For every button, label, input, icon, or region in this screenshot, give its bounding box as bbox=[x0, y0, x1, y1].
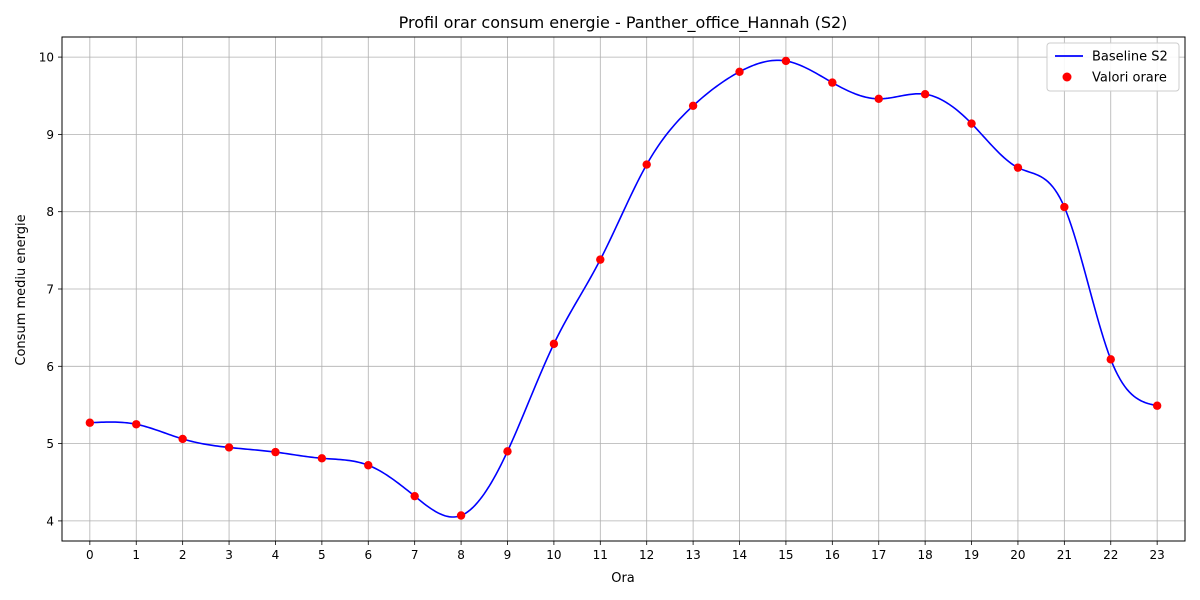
x-tick-label: 8 bbox=[457, 548, 465, 562]
x-tick-label: 2 bbox=[179, 548, 187, 562]
x-tick-label: 16 bbox=[825, 548, 840, 562]
series-layer bbox=[85, 56, 1162, 520]
data-point bbox=[874, 94, 883, 104]
data-point bbox=[317, 454, 327, 463]
x-tick-label: 10 bbox=[546, 548, 561, 562]
y-tick-label: 9 bbox=[46, 128, 54, 142]
data-point bbox=[224, 443, 234, 452]
y-tick-label: 10 bbox=[39, 51, 54, 65]
data-point bbox=[828, 78, 837, 87]
data-point bbox=[1106, 355, 1115, 364]
data-point bbox=[781, 56, 791, 66]
chart-title: Profil orar consum energie - Panther_off… bbox=[399, 13, 848, 33]
data-point bbox=[1152, 401, 1162, 410]
data-point bbox=[1013, 163, 1023, 172]
data-point bbox=[920, 90, 930, 99]
data-point bbox=[596, 255, 605, 264]
legend-label-points: Valori orare bbox=[1092, 71, 1167, 86]
legend-box bbox=[1046, 42, 1180, 92]
x-tick-label: 21 bbox=[1057, 548, 1072, 562]
x-tick-label: 18 bbox=[917, 548, 932, 562]
x-axis-title: Ora bbox=[611, 571, 635, 586]
series-line-baseline bbox=[89, 59, 1158, 518]
data-point bbox=[735, 67, 744, 76]
y-tick-label: 8 bbox=[46, 205, 54, 219]
y-tick-label: 5 bbox=[46, 437, 54, 451]
data-point bbox=[132, 420, 141, 429]
x-tick-label: 15 bbox=[778, 548, 793, 562]
legend-scatter-swatch bbox=[1062, 72, 1072, 82]
axes: 0 1 2 3 4 5 6 7 8 9 10 11 12 13 14 15 16 17 18 19 20 21 22 2345… bbox=[39, 36, 1186, 562]
grid bbox=[62, 37, 1185, 541]
x-tick-label: 23 bbox=[1150, 548, 1165, 562]
data-point bbox=[410, 491, 419, 501]
x-tick-label: 14 bbox=[732, 548, 747, 562]
y-tick-label: 7 bbox=[46, 283, 54, 297]
data-point bbox=[642, 160, 651, 169]
legend-label-baseline: Baseline S2 bbox=[1092, 50, 1168, 65]
y-tick-label: 6 bbox=[46, 360, 54, 374]
x-tick-label: 7 bbox=[411, 548, 419, 562]
x-tick-label: 0 bbox=[86, 548, 94, 562]
x-tick-label: 1 bbox=[132, 548, 140, 562]
x-tick-label: 5 bbox=[318, 548, 326, 562]
x-tick-label: 13 bbox=[685, 548, 700, 562]
data-point bbox=[967, 119, 976, 128]
data-point bbox=[688, 101, 698, 110]
x-tick-label: 9 bbox=[504, 548, 512, 562]
x-tick-label: 3 bbox=[225, 548, 233, 562]
data-point bbox=[271, 447, 280, 457]
x-tick-label: 22 bbox=[1103, 548, 1118, 562]
data-point bbox=[1060, 202, 1069, 212]
x-tick-label: 11 bbox=[593, 548, 608, 562]
x-tick-label: 17 bbox=[871, 548, 886, 562]
data-point bbox=[549, 339, 559, 349]
data-point bbox=[456, 511, 466, 520]
data-point bbox=[503, 447, 512, 456]
y-tick-label: 4 bbox=[46, 514, 54, 528]
x-tick-label: 6 bbox=[364, 548, 372, 562]
x-tick-label: 4 bbox=[272, 548, 280, 562]
data-point bbox=[364, 461, 373, 470]
legend: Baseline S2 Valori orare bbox=[1046, 42, 1180, 92]
x-tick-label: 19 bbox=[964, 548, 979, 562]
y-axis-title: Consum mediu energie bbox=[14, 214, 29, 365]
x-tick-label: 20 bbox=[1010, 548, 1025, 562]
data-point bbox=[178, 434, 187, 444]
x-tick-label: 12 bbox=[639, 548, 654, 562]
data-point bbox=[85, 418, 95, 427]
